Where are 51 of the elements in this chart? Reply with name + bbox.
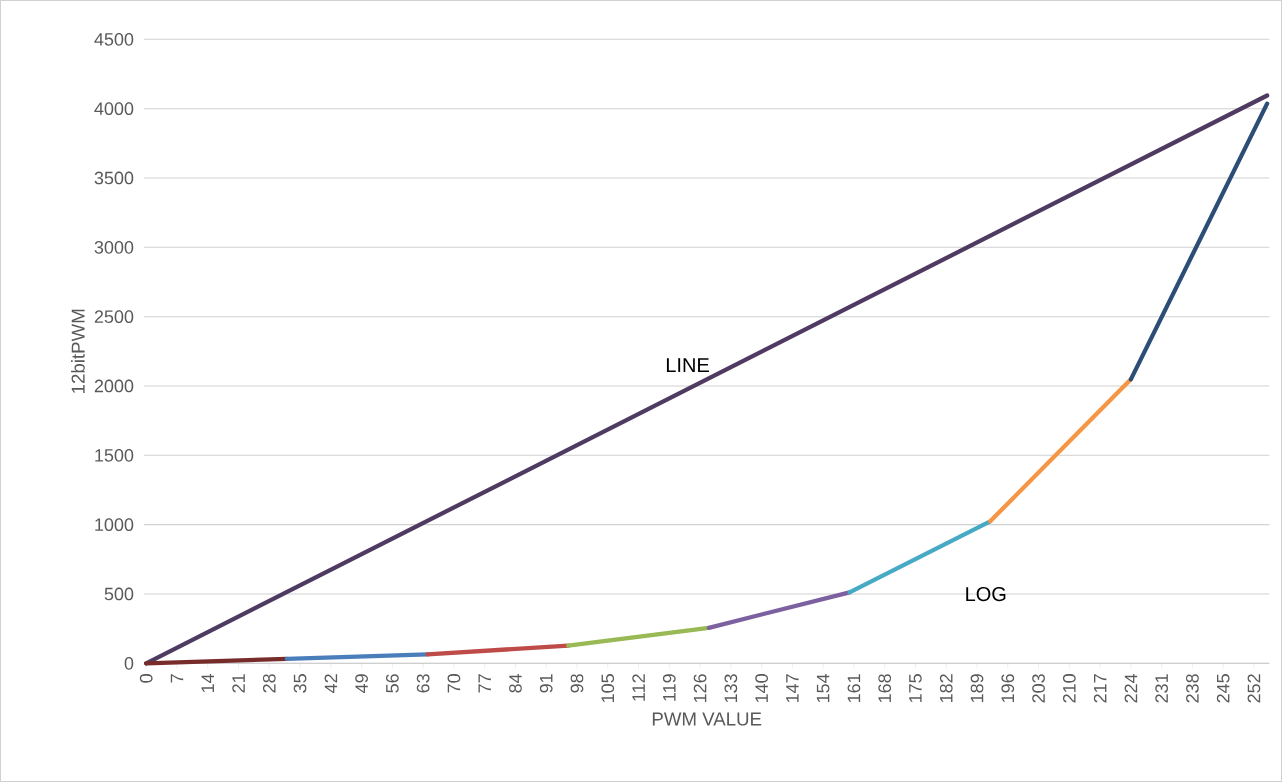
- y-tick-label: 3000: [94, 240, 134, 254]
- y-tick-label: 1500: [95, 448, 134, 462]
- x-tick-label: 224: [1124, 673, 1138, 703]
- x-tick-label: 175: [909, 674, 922, 703]
- x-tick-label: 91: [539, 674, 553, 693]
- y-tick-label: 2000: [94, 379, 134, 393]
- x-tick-label: 238: [1186, 674, 1199, 703]
- y-tick-label: 1000: [95, 518, 134, 532]
- x-tick-label: 63: [416, 674, 430, 693]
- x-tick-label: 252: [1247, 674, 1261, 703]
- x-axis-title: PWM VALUE: [652, 712, 762, 726]
- x-tick-label: 147: [786, 674, 799, 703]
- y-tick-label: 4000: [94, 102, 134, 116]
- y-axis-title: 12bitPWM: [71, 309, 85, 393]
- y-tick-label: 3500: [94, 171, 134, 185]
- x-tick-label: 70: [447, 674, 461, 693]
- x-tick-label: 161: [847, 674, 861, 703]
- x-tick-label: 35: [293, 674, 307, 693]
- annotation: LINE: [666, 358, 709, 372]
- x-tick-label: 126: [693, 674, 707, 703]
- y-tick-label: 2500: [94, 310, 134, 324]
- x-tick-label: 7: [170, 674, 184, 683]
- x-tick-label: 105: [601, 674, 615, 703]
- x-tick-label: 112: [632, 674, 645, 701]
- y-tick-label: 500: [104, 587, 134, 601]
- x-tick-label: 217: [1093, 674, 1107, 703]
- x-tick-label: 168: [878, 674, 892, 703]
- x-tick-label: 0: [139, 674, 153, 683]
- x-tick-label: 56: [386, 674, 399, 693]
- x-tick-label: 203: [1032, 674, 1045, 703]
- x-tick-label: 245: [1216, 674, 1230, 703]
- y-tick-label: 4500: [94, 32, 134, 46]
- x-tick-label: 28: [262, 674, 276, 693]
- x-tick-label: 154: [816, 673, 830, 703]
- x-tick-label: 14: [201, 673, 214, 693]
- x-tick-label: 133: [724, 674, 738, 703]
- x-tick-label: 84: [509, 673, 522, 693]
- x-tick-label: 42: [324, 674, 338, 693]
- x-tick-label: 210: [1062, 674, 1076, 703]
- x-tick-label: 140: [755, 674, 768, 703]
- y-tick-label: 0: [124, 656, 134, 670]
- x-tick-label: 182: [939, 674, 953, 703]
- x-tick-label: 189: [970, 674, 984, 703]
- x-tick-label: 21: [232, 674, 245, 693]
- x-tick-label: 231: [1155, 674, 1168, 703]
- x-tick-label: 49: [355, 674, 368, 693]
- x-tick-label: 196: [1001, 674, 1015, 703]
- x-tick-label: 98: [570, 674, 584, 693]
- x-tick-label: 77: [478, 674, 491, 693]
- annotation: LOG: [966, 586, 1006, 602]
- x-tick-label: 119: [662, 674, 676, 701]
